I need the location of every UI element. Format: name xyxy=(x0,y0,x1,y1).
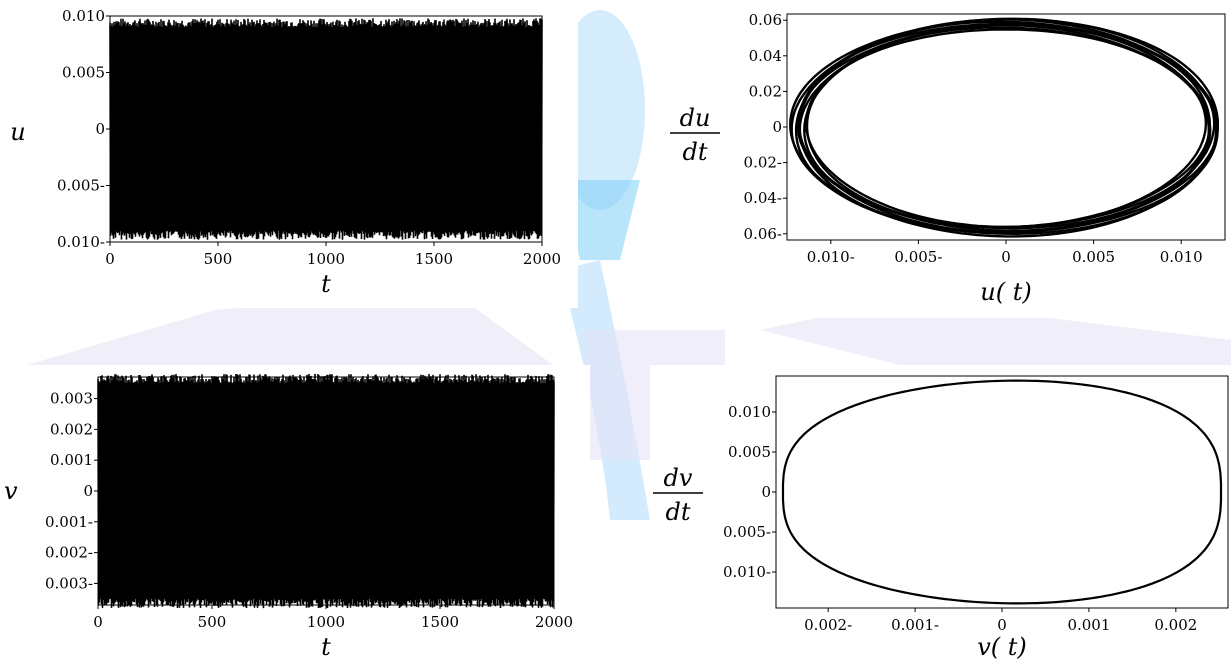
u-phase-panel: 0.010- 0.005- 0 0.005 0.010 0.06 0.04 0.02 0 0.02… xyxy=(668,0,1231,318)
oscillation-trace xyxy=(109,18,543,240)
x-tick-label: 0 xyxy=(93,613,103,631)
x-axis-label: t xyxy=(321,270,331,298)
y-axis-label: u xyxy=(10,118,25,146)
y-tick-label: 0 xyxy=(83,482,93,500)
orbit-loop xyxy=(794,18,1219,234)
y-tick-label: 0 xyxy=(772,118,782,136)
y-tick-label: 0.003- xyxy=(45,574,93,592)
x-tick-label: 1500 xyxy=(421,613,459,631)
v-time-panel: 0 500 1000 1500 2000 0.003 0.002 0.001 0 0.001- 0.… xyxy=(0,365,590,660)
x-tick-label: 0 xyxy=(997,616,1007,634)
x-tick-label: 0.001- xyxy=(891,616,939,634)
y-tick-label: 0.005 xyxy=(62,64,105,82)
y-axis-label-denominator: dt xyxy=(665,498,690,526)
x-tick-label: 0 xyxy=(105,250,115,268)
y-tick-label: 0 xyxy=(95,120,105,138)
orbit-loop xyxy=(789,17,1219,238)
y-tick-label: 0.010 xyxy=(728,403,771,421)
oscillation-trace xyxy=(97,373,555,609)
y-tick-label: 0.002- xyxy=(45,544,93,562)
plot-frame xyxy=(786,13,1226,241)
x-axis-label: v( t) xyxy=(977,633,1027,660)
x-axis-label: t xyxy=(321,633,331,660)
x-tick-label: 0.002- xyxy=(804,616,852,634)
y-tick-label: 0.005- xyxy=(57,177,105,195)
y-tick-label: 0.010- xyxy=(57,233,105,251)
orbit-loop xyxy=(803,23,1212,229)
y-tick-label: 0.001 xyxy=(50,451,93,469)
orbit-loop xyxy=(781,379,1223,605)
x-tick-label: 1000 xyxy=(307,613,345,631)
orbit-loop xyxy=(805,26,1211,229)
v-phase-chart: 0.002- 0.001- 0 0.001 0.002 0.010 0.005 0 0.005-… xyxy=(653,375,1229,660)
y-tick-label: 0.04 xyxy=(749,47,782,65)
y-tick-label: 0.02 xyxy=(749,82,782,100)
x-tick-label: 0.010 xyxy=(1160,248,1203,266)
u-phase-chart: 0.010- 0.005- 0 0.005 0.010 0.06 0.04 0.02 0 0.02… xyxy=(670,11,1226,306)
u-time-panel: 0 500 1000 1500 2000 0.010 0.005 0 0.005- 0.010- t… xyxy=(0,0,578,308)
x-tick-label: 0 xyxy=(1001,248,1011,266)
y-axis-label-numerator: du xyxy=(680,104,711,132)
y-axis-label-numerator: dv xyxy=(664,464,693,492)
y-tick-label: 0.002 xyxy=(50,420,93,438)
x-tick-label: 0.005- xyxy=(894,248,942,266)
y-tick-label: 0.010- xyxy=(723,563,771,581)
x-tick-label: 2000 xyxy=(523,250,561,268)
x-tick-label: 1000 xyxy=(307,250,345,268)
y-tick-label: 0.001- xyxy=(45,513,93,531)
y-tick-label: 0.005- xyxy=(723,523,771,541)
y-tick-label: 0.005 xyxy=(728,443,771,461)
x-axis-label: u( t) xyxy=(980,278,1031,306)
x-tick-label: 0.005 xyxy=(1072,248,1115,266)
orbit-loop xyxy=(798,20,1219,234)
x-tick-label: 0.001 xyxy=(1067,616,1110,634)
y-tick-label: 0.04- xyxy=(744,189,782,207)
y-tick-label: 0.003 xyxy=(50,390,93,408)
x-tick-label: 0.002 xyxy=(1154,616,1197,634)
y-axis-label-denominator: dt xyxy=(682,138,707,166)
y-tick-label: 0.02- xyxy=(744,154,782,172)
u-time-chart: 0 500 1000 1500 2000 0.010 0.005 0 0.005- 0.010- t… xyxy=(10,7,561,298)
x-tick-label: 1500 xyxy=(415,250,453,268)
v-time-chart: 0 500 1000 1500 2000 0.003 0.002 0.001 0 0.001- 0.… xyxy=(4,373,573,660)
y-tick-label: 0.06 xyxy=(749,11,782,29)
x-tick-label: 500 xyxy=(198,613,227,631)
x-tick-label: 0.010- xyxy=(807,248,855,266)
y-axis-label: v xyxy=(4,477,18,505)
x-tick-label: 2000 xyxy=(535,613,573,631)
x-tick-label: 500 xyxy=(204,250,233,268)
y-tick-label: 0.06- xyxy=(744,225,782,243)
y-tick-label: 0 xyxy=(761,483,771,501)
v-phase-panel: 0.002- 0.001- 0 0.001 0.002 0.010 0.005 0 0.005-… xyxy=(650,365,1231,660)
y-tick-label: 0.010 xyxy=(62,7,105,25)
